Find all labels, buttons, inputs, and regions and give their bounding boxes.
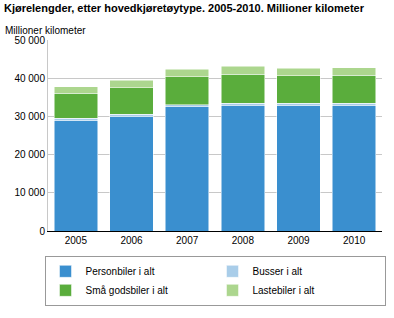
svg-text:Busser i alt: Busser i alt [253,266,303,277]
svg-text:2005: 2005 [65,235,88,246]
svg-text:2008: 2008 [232,235,255,246]
svg-text:2007: 2007 [176,235,199,246]
svg-text:0: 0 [39,226,45,237]
svg-text:30 000: 30 000 [14,111,45,122]
svg-text:Millioner kilometer: Millioner kilometer [5,25,86,36]
svg-text:Lastebiler i alt: Lastebiler i alt [253,285,315,296]
svg-text:2010: 2010 [343,235,366,246]
svg-text:40 000: 40 000 [14,73,45,84]
svg-text:50 000: 50 000 [14,35,45,46]
svg-text:2009: 2009 [287,235,310,246]
svg-text:Personbiler i alt: Personbiler i alt [86,266,155,277]
svg-text:Kjørelengder, etter hovedkjøre: Kjørelengder, etter hovedkjøretøytype. 2… [4,2,365,14]
svg-text:Små godsbiler i alt: Små godsbiler i alt [86,285,168,296]
svg-text:2006: 2006 [120,235,143,246]
svg-text:10 000: 10 000 [14,187,45,198]
svg-text:20 000: 20 000 [14,149,45,160]
